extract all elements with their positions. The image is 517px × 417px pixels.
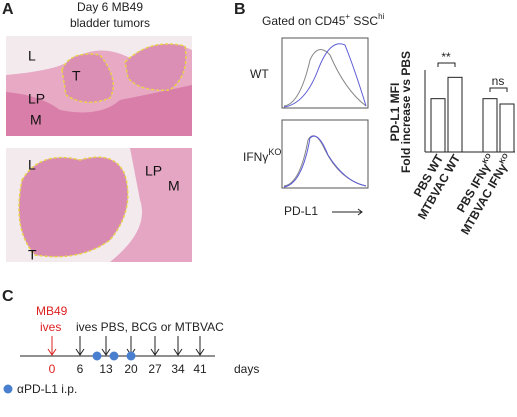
y-axis-label: Fold increase vs PBS [399,51,413,173]
tissue-label: L [28,48,36,64]
histogram [281,37,369,189]
timeline-arrow [195,336,205,356]
axis-unit: days [234,362,259,376]
start-label: MB49 [36,304,68,318]
histology-bottom: L LP M T [6,148,192,263]
day-label: 27 [148,362,162,376]
axis-arrow [332,208,363,216]
category-sup: KO [499,152,511,165]
timeline-arrow [173,336,183,356]
treatment-dot [126,351,136,361]
row-label: IFNγKO [243,147,281,164]
y-axis-label: PD-L1 MFI [388,83,402,142]
panel-label: A [2,1,14,18]
tissue-label: T [28,247,37,263]
panel-title: Day 6 MB49 [77,0,143,14]
tissue-label: LP [28,91,45,107]
panel-label: B [234,1,246,18]
x-axis-label: PD-L1 [284,204,318,218]
tissue-label: L [28,157,36,173]
tissue-label: T [72,68,81,84]
day-label: 6 [77,362,84,376]
treatment-label: ives PBS, BCG or MTBVAC [76,320,224,334]
sig-bracket [489,87,508,92]
bar [499,103,515,153]
legend-label: αPD-L1 i.p. [17,382,77,396]
timeline [20,336,215,357]
gate-label: Gated on CD45+ SSChi [262,12,385,28]
significance: ns [492,74,505,88]
panel-label: C [2,288,14,305]
start-label: ives [40,320,61,334]
day-label: 13 [99,362,113,376]
bar [447,76,463,153]
treatment-dot [109,351,119,361]
row-label: WT [250,67,269,81]
bar-chart: PD-L1 MFI Fold increase vs PBS ** ns PBS… [388,50,515,237]
timeline-arrow [150,336,160,356]
timeline-arrow [75,336,85,356]
timeline-arrow [101,336,111,356]
significance: ** [441,50,451,64]
day-label: 34 [171,362,185,376]
day-label: 20 [124,362,138,376]
sig-bracket [437,62,456,67]
tissue-label: M [168,178,180,194]
legend-dot [3,384,13,394]
panel-title: bladder tumors [70,16,150,30]
histology-top: L T LP M [6,36,192,137]
treatment-dot [92,351,102,361]
bar [430,98,446,153]
tissue-label: LP [145,163,162,179]
bar [482,98,498,153]
category-sup: KO [482,152,494,165]
tissue-label: M [30,112,42,128]
day-label: 0 [49,362,56,376]
day-label: 41 [193,362,207,376]
